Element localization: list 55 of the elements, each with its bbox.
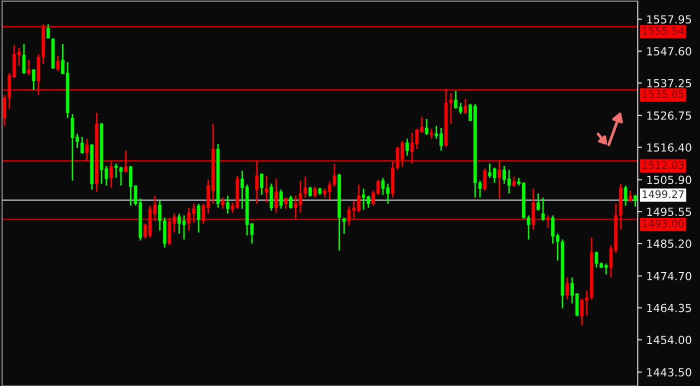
y-tick-label: 1454.00	[647, 336, 692, 344]
ref-line-label: 1555.54	[642, 26, 684, 35]
ref-line-label: 1493.00	[642, 220, 684, 228]
y-tick-label: 1526.75	[647, 111, 692, 120]
candlestick	[80, 136, 84, 154]
candlestick	[274, 178, 278, 214]
candlestick	[124, 150, 128, 174]
candlestick	[624, 184, 628, 206]
candlestick	[308, 186, 312, 198]
candlestick	[110, 161, 113, 188]
candlestick	[566, 276, 570, 300]
y-tick-label: 1547.60	[647, 47, 692, 56]
y-tick-label: 1516.40	[647, 143, 692, 152]
y-tick-label: 1485.20	[647, 240, 692, 248]
candlestick	[260, 173, 264, 196]
candlestick	[541, 196, 545, 222]
ref-line-label: 1499.27	[642, 190, 684, 198]
candlestick	[342, 216, 346, 234]
candlestick	[289, 195, 292, 210]
candlestick	[270, 183, 274, 212]
candlestick	[264, 175, 268, 204]
y-tick-label: 1464.35	[647, 304, 692, 312]
candlestick	[284, 196, 288, 210]
candlestick	[279, 188, 283, 210]
candlestick	[628, 190, 632, 202]
candlestick	[226, 195, 230, 214]
candlestick	[56, 55, 60, 72]
candlestick	[483, 168, 487, 192]
candlestick	[430, 128, 434, 140]
y-tick-label: 1557.95	[647, 15, 692, 24]
ref-line-label: 1512.03	[642, 160, 684, 169]
candlestick	[46, 24, 50, 39]
candlestick	[22, 43, 26, 75]
candlestick	[85, 138, 89, 162]
candlestick	[536, 192, 540, 212]
candlestick	[27, 59, 30, 76]
candlestick	[532, 188, 536, 230]
candlestick	[634, 194, 637, 208]
candlestick	[196, 203, 200, 234]
candlestick	[498, 160, 502, 200]
candlestick	[221, 196, 225, 210]
candlestick	[32, 68, 36, 91]
ref-line-label: 1535.05	[642, 90, 684, 98]
candlestick	[464, 98, 468, 115]
y-tick-label: 1505.90	[647, 176, 692, 184]
candlestick	[313, 186, 317, 198]
candlestick	[255, 160, 258, 204]
candlestick	[424, 118, 428, 136]
candlestick	[406, 138, 409, 156]
y-tick-label: 1443.50	[647, 368, 692, 377]
candlestick	[546, 214, 550, 228]
y-tick-label: 1537.25	[647, 79, 692, 88]
candlestick	[512, 176, 516, 188]
y-tick-label: 1495.55	[647, 208, 692, 216]
y-tick-label: 1474.70	[647, 272, 692, 280]
